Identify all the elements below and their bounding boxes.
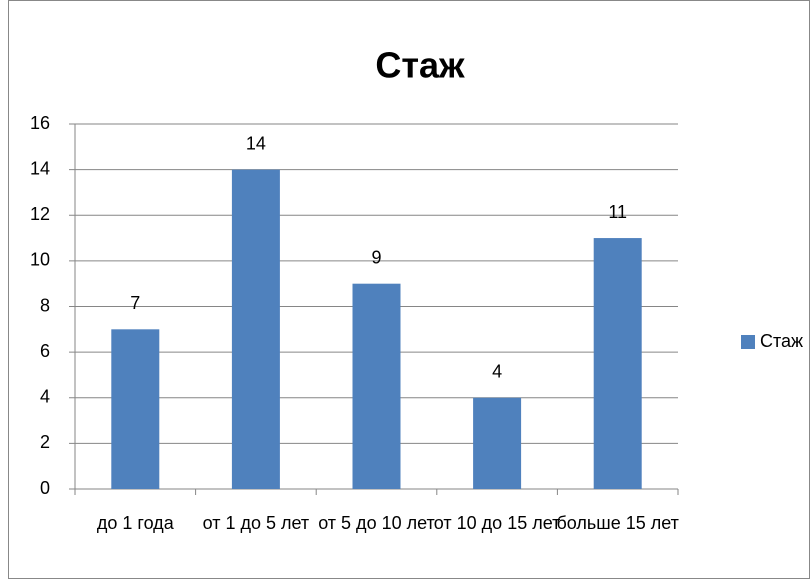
x-tick-label-box: от 5 до 10 лет xyxy=(318,513,435,533)
legend-swatch xyxy=(741,335,755,349)
x-tick-label: от 10 до 15 лет xyxy=(433,513,561,533)
data-label: 4 xyxy=(492,362,502,382)
y-tick-label: 4 xyxy=(40,387,50,407)
chart-title: Стаж xyxy=(375,45,465,86)
bar xyxy=(111,329,160,489)
x-tick-label: от 1 до 5 лет xyxy=(202,513,310,533)
y-tick-label: 14 xyxy=(30,158,50,178)
y-tick-label: 0 xyxy=(40,478,50,498)
x-tick-label: больше 15 лет xyxy=(556,513,679,533)
data-label: 7 xyxy=(130,293,140,313)
x-tick-label-box: от 1 до 5 лет xyxy=(202,513,310,533)
x-tick-label: от 5 до 10 лет xyxy=(318,513,435,533)
bar xyxy=(473,397,522,489)
data-label: 11 xyxy=(608,202,627,222)
bar xyxy=(231,169,280,489)
data-label: 9 xyxy=(371,247,381,267)
x-tick-label-box: больше 15 лет xyxy=(556,513,679,533)
x-tick-label-box: до 1 года xyxy=(96,513,174,533)
x-tick-label-box: от 10 до 15 лет xyxy=(433,513,561,533)
bar xyxy=(593,238,642,489)
y-tick-label: 16 xyxy=(30,113,50,133)
y-tick-label: 12 xyxy=(30,204,50,224)
bar xyxy=(352,283,401,489)
y-tick-label: 6 xyxy=(40,341,50,361)
y-tick-label: 10 xyxy=(30,250,50,270)
x-tick-label: до 1 года xyxy=(96,513,174,533)
data-label: 14 xyxy=(246,133,266,153)
chart-border xyxy=(8,0,810,579)
legend-label: Стаж xyxy=(760,331,803,351)
y-tick-label: 8 xyxy=(40,295,50,315)
y-tick-label: 2 xyxy=(40,432,50,452)
